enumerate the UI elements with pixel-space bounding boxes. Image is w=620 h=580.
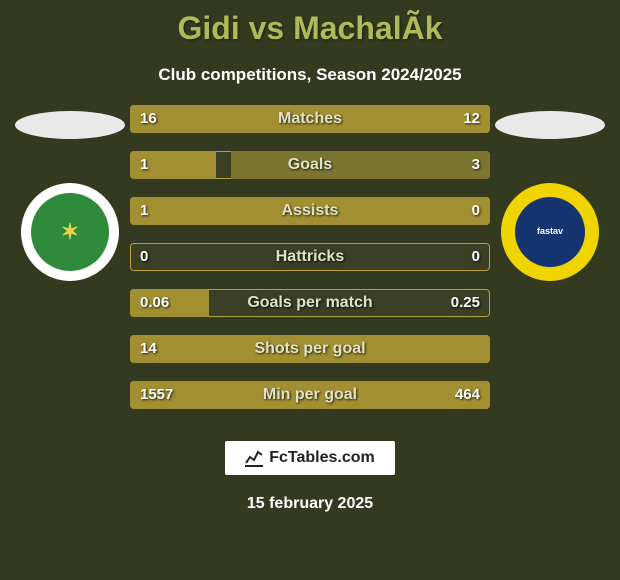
stat-value-right: 0 [472,243,480,271]
stat-label: Min per goal [130,381,490,409]
stat-row: 1Assists0 [130,197,490,225]
stat-label: Hattricks [130,243,490,271]
stats-container: 16Matches121Goals31Assists00Hattricks00.… [130,105,490,427]
right-player-photo-placeholder [495,111,605,139]
stat-label: Matches [130,105,490,133]
stat-value-right: 3 [472,151,480,179]
right-player-column: fastav [490,105,610,281]
brand-text: FcTables.com [269,449,375,467]
page-title: Gidi vs MachalÃ­k [0,0,620,47]
stat-value-right: 464 [455,381,480,409]
stat-row: 0.06Goals per match0.25 [130,289,490,317]
stat-row: 0Hattricks0 [130,243,490,271]
stat-label: Goals per match [130,289,490,317]
stat-row: 14Shots per goal [130,335,490,363]
stat-row: 16Matches12 [130,105,490,133]
stat-row: 1Goals3 [130,151,490,179]
left-player-photo-placeholder [15,111,125,139]
stat-label: Shots per goal [130,335,490,363]
stat-value-right: 0.25 [451,289,480,317]
snapshot-date: 15 february 2025 [0,495,620,513]
stat-value-right: 12 [463,105,480,133]
left-club-badge: ✶ [21,183,119,281]
stat-label: Assists [130,197,490,225]
stat-label: Goals [130,151,490,179]
comparison-layout: ✶ 16Matches121Goals31Assists00Hattricks0… [0,105,620,427]
brand-logo[interactable]: FcTables.com [225,441,395,475]
stat-value-right: 0 [472,197,480,225]
brand-chart-icon [245,449,263,467]
subtitle: Club competitions, Season 2024/2025 [0,65,620,85]
right-club-badge-inner: fastav [515,197,585,267]
right-club-badge: fastav [501,183,599,281]
stat-row: 1557Min per goal464 [130,381,490,409]
left-player-column: ✶ [10,105,130,281]
left-club-badge-inner: ✶ [31,193,109,271]
